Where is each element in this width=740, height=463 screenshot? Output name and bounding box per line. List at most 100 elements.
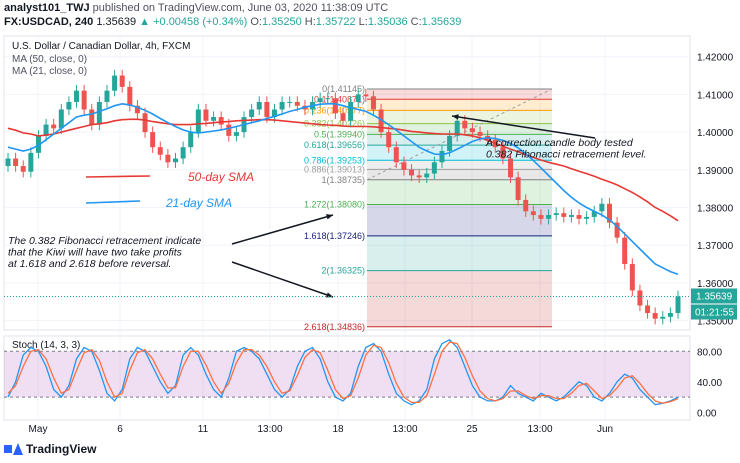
tradingview-footer[interactable]: TradingView [4,442,96,456]
candle-body [508,158,513,178]
sma-50-line [7,118,679,222]
fib-zone-band [367,134,552,146]
stoch-band [4,351,690,398]
candle-body [447,135,453,151]
fib-zone-band [367,88,552,100]
candle-body [523,199,529,212]
candle-body [462,120,468,129]
legend-line-sma21 [85,200,141,204]
candle-body [157,147,163,155]
candle-body [424,173,430,178]
author-name[interactable]: analyst101_TWJ [4,2,90,14]
candle-body [439,150,445,163]
candle-body [675,296,681,314]
symbol-label[interactable]: FX:USDCAD, 240 [4,16,94,28]
last-price-badge [691,288,737,304]
candle-body [378,109,384,133]
candle-body [104,90,110,102]
candle-body [112,75,118,91]
candle-body [393,147,399,163]
annotation-sma21: 21-day SMA [165,196,232,210]
tradingview-logo-icon [4,443,23,455]
candle-body [332,98,338,114]
candle-body [218,117,224,125]
candle-body [43,124,49,136]
y-tick-label: 1.39000 [697,166,734,177]
candle-body [188,132,194,148]
candle-body [51,124,57,129]
arrow-to-1618-head [326,214,333,220]
candle-body [363,94,369,97]
fib-level-label: 0(1.41145) [322,84,365,94]
candle-body [195,109,201,133]
fib-zone-band [367,160,552,170]
fib-level-label: 1.272(1.38080) [304,199,365,209]
arrow-to-2618 [231,261,334,298]
x-tick-label: Jun [597,424,613,435]
candle-body [667,313,673,317]
arrow-to-correction [451,115,596,139]
stoch-y-tick: 0.00 [697,408,717,419]
fib-level-label: 0.886(1.39013) [304,164,365,174]
candle-body [325,98,331,100]
open-value: 1.35250 [261,16,302,28]
stoch-y-tick: 40.00 [697,378,722,389]
countdown-text: 01:21:55 [695,307,734,318]
candle-body [546,215,552,219]
candle-body [58,109,64,129]
fib-level-label: 0.5(1.39940) [314,129,365,139]
candle-body [538,215,544,219]
candle-body [629,264,635,291]
fib-level-label: 0.786(1.39253) [304,155,365,165]
fib-level-label: 0.382(1.40226) [304,119,365,129]
candle-body [211,117,217,121]
x-tick-label: 13:00 [257,424,282,435]
candle-body [416,175,422,178]
candle-body [515,177,521,200]
stoch-d-line [7,341,679,404]
y-tick-label: 1.42000 [697,53,734,64]
chart-header: analyst101_TWJ published on TradingView.… [0,0,740,34]
candle-body [645,305,651,314]
candle-body [5,158,11,167]
fib-zone-band [367,204,552,236]
candle-body [13,158,19,167]
stoch-k-line [7,339,679,406]
candle-body [256,101,262,110]
candle-body [401,162,407,170]
fib-zone-band [367,270,552,327]
fib-level-label: 0.1(1.40871) [314,94,365,104]
candle-body [150,132,156,148]
candle-body [271,109,277,118]
candle-body [180,147,186,159]
last-price-text: 1.35639 [696,291,733,302]
up-arrow-icon: ▲ [139,16,151,28]
quote-line: FX:USDCAD, 240 1.35639 ▲ +0.00458 (+0.34… [4,16,461,28]
fib-zone-band [367,235,552,271]
candle-body [614,222,620,238]
candle-body [340,113,346,121]
y-tick-label: 1.38000 [697,204,734,215]
candle-body [317,98,323,102]
open-label: O: [250,16,262,28]
candle-body [127,86,133,106]
fib-zone-band [367,179,552,205]
candle-body [66,101,72,110]
publish-info: published on TradingView.com, June 03, 2… [89,2,389,14]
close-value: 1.35639 [421,16,462,28]
candle-body [500,147,506,159]
price-change: +0.00458 (+0.34%) [153,16,248,28]
last-price: 1.35639 [96,16,137,28]
candle-body [576,215,582,219]
candle-body [469,128,475,133]
x-tick-label: 25 [466,424,478,435]
countdown-badge [691,304,737,320]
annotation-sma50: 50-day SMA [188,170,254,184]
x-tick-label: May [29,424,48,435]
candle-body [142,113,148,133]
indicator-label: MA (21, close, 0) [12,66,87,77]
brand-name: TradingView [26,442,97,456]
candle-body [591,211,597,217]
candle-body [74,90,80,102]
